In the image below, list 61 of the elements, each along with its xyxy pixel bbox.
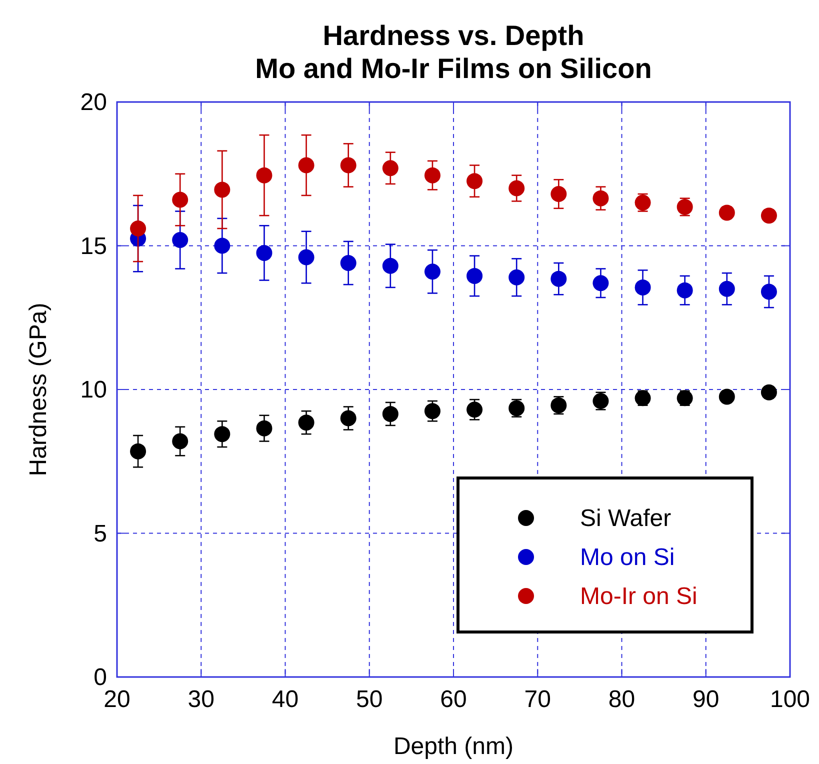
point <box>718 204 735 221</box>
point <box>760 284 777 300</box>
point <box>424 264 440 280</box>
y-tick-label: 5 <box>94 520 107 548</box>
point <box>256 420 272 436</box>
point <box>298 249 314 266</box>
point <box>382 406 398 422</box>
point <box>382 160 398 176</box>
point <box>340 157 356 174</box>
y-axis-title: Hardness (GPa) <box>25 302 52 476</box>
y-tick-label: 20 <box>80 89 107 116</box>
point <box>382 258 398 274</box>
point <box>130 220 146 236</box>
point <box>550 270 567 287</box>
point <box>340 255 356 271</box>
legend-label: Si Wafer <box>580 505 672 532</box>
point <box>130 443 146 460</box>
point <box>676 198 693 215</box>
y-tick-label: 0 <box>94 664 107 691</box>
x-tick-label: 50 <box>356 686 383 713</box>
x-tick-label: 90 <box>692 686 720 713</box>
point <box>592 190 609 206</box>
legend-label: Mo-Ir on Si <box>580 583 698 610</box>
point <box>592 275 609 292</box>
point <box>466 402 483 418</box>
y-tick-label: 10 <box>80 376 107 404</box>
x-tick-label: 80 <box>608 686 636 713</box>
point <box>172 192 188 208</box>
point <box>760 208 777 224</box>
point <box>256 167 272 184</box>
point <box>718 388 735 405</box>
point <box>634 279 651 296</box>
point <box>298 157 314 174</box>
point <box>214 426 230 442</box>
point <box>172 232 188 248</box>
x-tick-label: 100 <box>770 686 810 713</box>
y-tick-label: 15 <box>80 232 107 260</box>
x-tick-label: 40 <box>272 686 299 713</box>
point <box>214 238 230 254</box>
legend-label: Mo on Si <box>580 544 675 571</box>
x-tick-label: 60 <box>440 686 467 713</box>
point <box>256 244 272 261</box>
point <box>508 180 525 196</box>
point <box>214 182 230 198</box>
point <box>466 268 483 284</box>
point <box>424 403 440 420</box>
x-tick-label: 30 <box>188 686 214 713</box>
point <box>424 167 440 184</box>
point <box>676 282 693 298</box>
x-axis-title: Depth (nm) <box>393 733 514 760</box>
point <box>634 194 651 211</box>
x-tick-label: 70 <box>524 686 551 713</box>
point <box>466 173 483 190</box>
point <box>508 269 525 286</box>
point <box>760 384 777 400</box>
point <box>340 410 356 426</box>
point <box>550 186 567 202</box>
chart-title: Hardness vs. Depth Mo and Mo-Ir Films on Silicon <box>255 20 652 84</box>
point <box>172 433 188 450</box>
point <box>298 414 314 431</box>
point <box>718 280 735 297</box>
